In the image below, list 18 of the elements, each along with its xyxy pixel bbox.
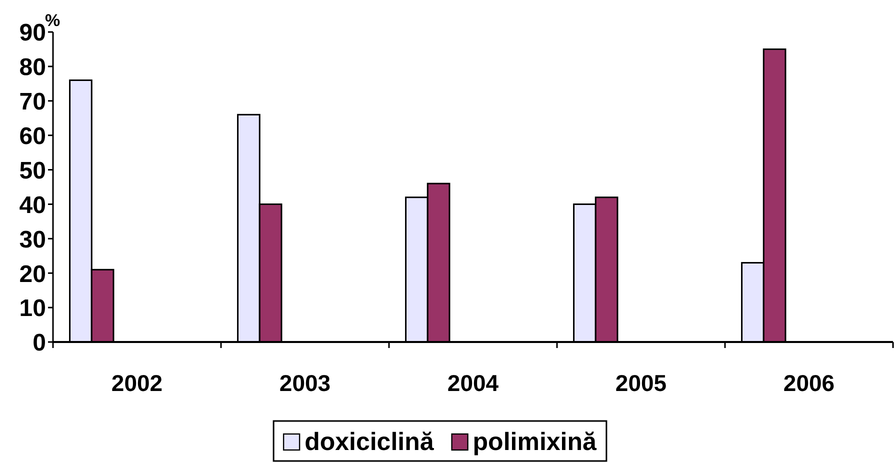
legend-label: polimixină [472, 428, 598, 456]
y-tick-label: 30 [19, 226, 46, 254]
legend-label: doxiciclină [304, 428, 435, 456]
y-axis-title: % [45, 11, 60, 30]
x-tick-label: 2006 [783, 370, 835, 396]
y-tick-label: 10 [19, 295, 46, 322]
x-tick-label: 2004 [447, 370, 499, 396]
y-tick-label: 60 [19, 122, 46, 150]
y-tick-label: 80 [19, 54, 46, 82]
y-tick-label: 70 [19, 88, 46, 116]
x-tick-label: 2005 [615, 370, 667, 396]
x-tick-label: 2002 [111, 370, 163, 396]
y-tick-label: 20 [19, 260, 46, 288]
y-tick-label: 90 [19, 20, 46, 47]
x-tick-label: 2003 [279, 370, 331, 396]
y-tick-label: 0 [32, 330, 46, 357]
y-tick-label: 50 [19, 157, 46, 184]
y-tick-label: 40 [19, 192, 46, 219]
